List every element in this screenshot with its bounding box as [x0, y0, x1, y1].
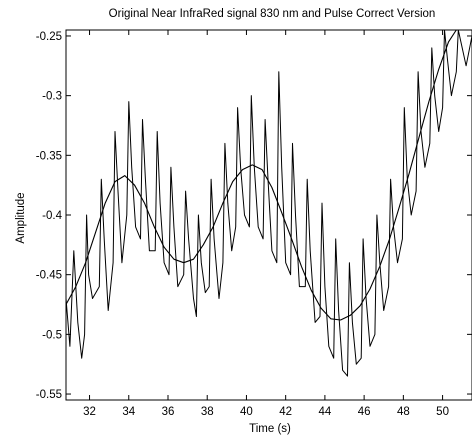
x-tick-label: 34	[122, 406, 135, 418]
y-tick-label: -0.5	[42, 329, 62, 341]
x-tick-label: 32	[83, 406, 96, 418]
series-line-pulse-corrected	[66, 30, 457, 321]
x-tick-label: 48	[397, 406, 410, 418]
x-tick-label: 38	[201, 406, 214, 418]
y-axis-ticks: -0.25 -0.3 -0.35 -0.4 -0.45 -0.5 -0.55	[36, 31, 472, 401]
x-tick-label: 46	[358, 406, 371, 418]
y-tick-label: -0.3	[42, 91, 62, 103]
x-tick-label: 50	[436, 406, 449, 418]
y-tick-label: -0.4	[42, 210, 62, 222]
x-axis-label: Time (s)	[249, 423, 291, 435]
x-tick-label: 44	[319, 406, 332, 418]
plot-frame	[65, 29, 472, 401]
y-tick-label: -0.55	[36, 389, 62, 401]
y-tick-label: -0.25	[36, 31, 62, 43]
x-axis-ticks: 32 34 36 38 40 42 44 46 48 50	[83, 30, 449, 418]
y-tick-label: -0.35	[36, 150, 62, 162]
series-layer	[66, 30, 472, 377]
x-tick-label: 42	[279, 406, 292, 418]
y-axis-label: Amplitude	[15, 192, 27, 243]
x-tick-label: 40	[240, 406, 253, 418]
x-tick-label: 36	[162, 406, 175, 418]
chart-title: Original Near InfraRed signal 830 nm and…	[109, 8, 436, 20]
y-tick-label: -0.45	[36, 270, 62, 282]
series-line-raw-signal	[66, 30, 472, 377]
